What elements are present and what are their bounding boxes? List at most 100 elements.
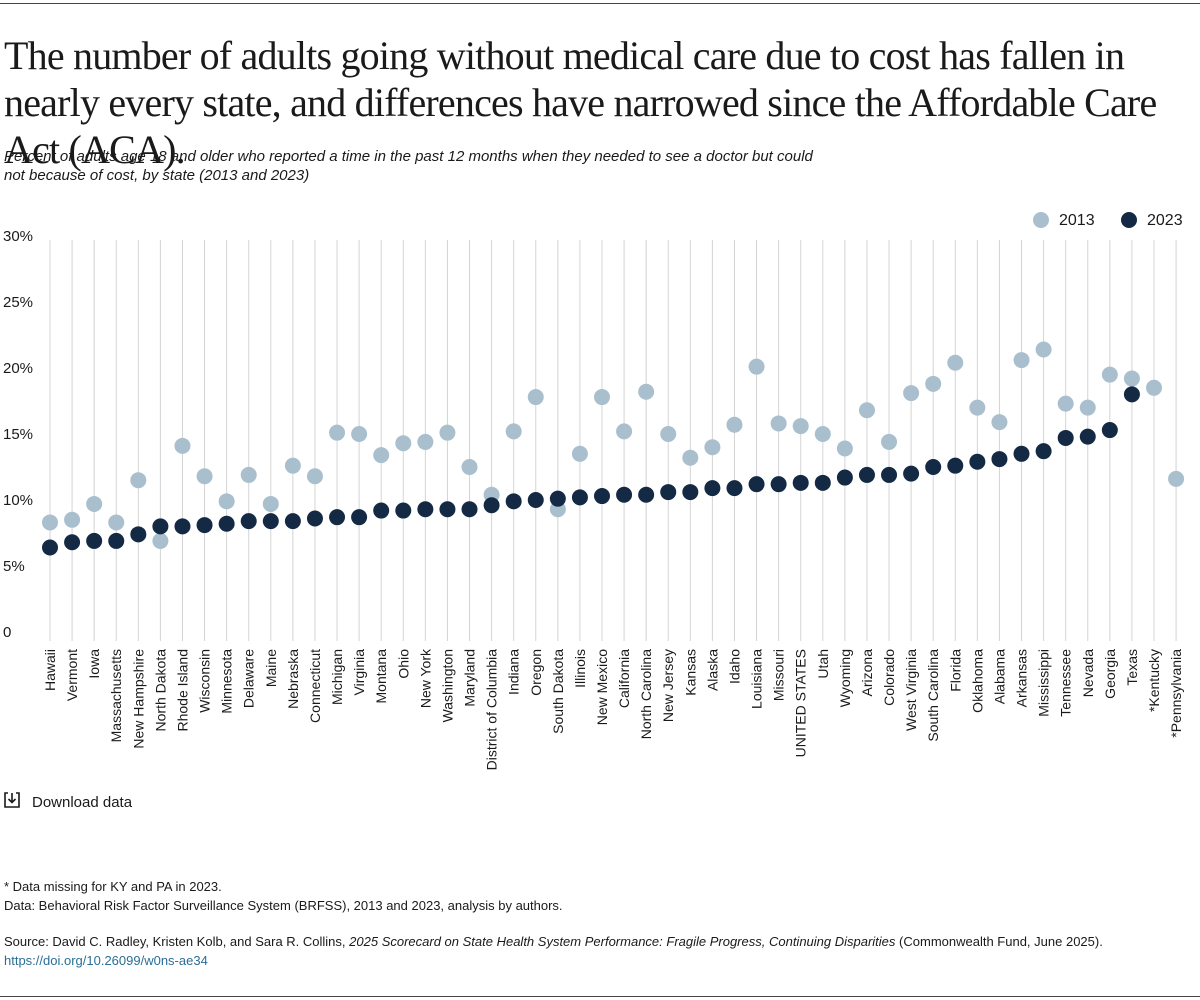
x-tick-label: Wyoming <box>837 649 853 707</box>
chart-title: The number of adults going without medic… <box>4 33 1157 172</box>
dot-2023: Georgia 2023: 15.3% <box>1101 422 1118 439</box>
dot-2023: Alabama 2023: 13.1% <box>991 451 1008 468</box>
y-tick-label: 10% <box>3 492 33 509</box>
dot-2023: New York 2023: 9.3% <box>417 501 434 518</box>
x-tick-label: Virginia <box>351 649 367 696</box>
dot-2013: Wyoming 2013: 13.9% <box>836 440 853 457</box>
dot-2023: West Virginia 2023: 12% <box>903 465 920 482</box>
dot-2013: Tennessee 2013: 17.3% <box>1057 395 1074 412</box>
dot-2013: Louisiana 2013: 20.1% <box>748 358 765 375</box>
dot-2023: North Carolina 2023: 10.4% <box>638 486 655 503</box>
dot-2023: Nebraska 2023: 8.4% <box>284 513 301 530</box>
legend-marker-2013 <box>1033 212 1049 228</box>
y-tick-label: 15% <box>3 426 33 443</box>
source-suffix: (Commonwealth Fund, June 2025). <box>899 934 1103 949</box>
legend: 2013 2023 <box>1033 212 1183 229</box>
x-tick-label: New York <box>417 648 433 708</box>
dot-2013: Vermont 2013: 8.5% <box>64 511 81 528</box>
dot-2013: Idaho 2013: 15.7% <box>726 416 743 433</box>
dot-2023: Vermont 2023: 6.8% <box>64 534 81 551</box>
dot-2023: Kansas 2023: 10.6% <box>682 484 699 501</box>
x-tick-label: Connecticut <box>307 649 323 723</box>
x-tick-label: Texas <box>1124 649 1140 686</box>
dot-2013: Arkansas 2013: 20.6% <box>1013 352 1030 369</box>
dot-2013: Iowa 2013: 9.7% <box>86 495 103 512</box>
dot-2013: Connecticut 2013: 11.8% <box>306 468 323 485</box>
download-icon <box>2 790 22 814</box>
dot-2013: Virginia 2013: 15% <box>351 426 368 442</box>
dot-2023: Mississippi 2023: 13.7% <box>1035 443 1052 460</box>
dot-2023: South Dakota 2023: 10.1% <box>549 490 566 507</box>
dot-2013: South Carolina 2013: 18.8% <box>925 375 942 392</box>
x-tick-label: South Carolina <box>925 649 941 742</box>
dot-2023: Tennessee 2023: 14.7% <box>1057 429 1074 446</box>
source-publication: 2025 Scorecard on State Health System Pe… <box>349 934 896 949</box>
dot-2013: Nebraska 2013: 12.6% <box>284 457 301 474</box>
x-tick-label: Idaho <box>726 649 742 684</box>
dot-2023: California 2023: 10.4% <box>616 486 633 503</box>
dot-2013: Oklahoma 2013: 17% <box>969 399 986 416</box>
legend-label-2023: 2023 <box>1147 212 1183 229</box>
dot-2013: Washington 2013: 15.1% <box>439 424 456 441</box>
dot-2023: Massachusetts 2023: 6.9% <box>108 532 125 549</box>
x-tick-label: Vermont <box>64 649 80 701</box>
x-tick-label: District of Columbia <box>484 649 500 771</box>
dot-2013: Maryland 2013: 12.5% <box>461 459 478 475</box>
dot-2013: UNITED STATES 2013: 15.6% <box>792 418 809 435</box>
dot-2013: Utah 2013: 15% <box>814 426 831 442</box>
dot-2013: Texas 2013: 19.2% <box>1123 370 1140 387</box>
x-tick-label: South Dakota <box>550 649 566 734</box>
x-tick-label: Colorado <box>881 649 897 706</box>
x-tick-label: Louisiana <box>749 649 765 709</box>
x-tick-label: Missouri <box>771 649 787 701</box>
dot-2023: Hawaii 2023: 6.4% <box>42 539 58 556</box>
dot-2013: Indiana 2013: 15.2% <box>505 423 522 440</box>
dot-2023: Illinois 2023: 10.2% <box>571 489 588 506</box>
dot-2023: Texas 2023: 18% <box>1123 386 1140 403</box>
x-tick-label: Georgia <box>1102 649 1118 699</box>
dot-2013: Mississippi 2013: 21.4% <box>1035 341 1052 358</box>
dot-2023: Utah 2023: 11.3% <box>814 474 831 491</box>
dot-2023: Rhode Island 2023: 8% <box>174 518 191 535</box>
doi-link[interactable]: https://doi.org/10.26099/w0ns-ae34 <box>4 953 208 968</box>
x-tick-label: Oklahoma <box>969 649 985 713</box>
x-tick-label: *Kentucky <box>1146 649 1162 712</box>
dot-2013: North Dakota 2013: 6.9% <box>152 532 169 549</box>
dot-2013: Florida 2013: 20.4% <box>947 354 964 371</box>
dot-2013: Montana 2013: 13.4% <box>373 447 390 464</box>
dot-2023: Connecticut 2023: 8.6% <box>306 510 323 527</box>
dot-2013: Maine 2013: 9.7% <box>262 495 279 512</box>
source-citation: Source: David C. Radley, Kristen Kolb, a… <box>4 932 1103 970</box>
x-tick-label: Rhode Island <box>174 649 190 732</box>
x-tick-label: Alaska <box>704 649 720 691</box>
dot-2013: West Virginia 2013: 18.1% <box>903 385 920 402</box>
dot-2023: Missouri 2023: 11.2% <box>770 476 787 493</box>
y-axis: 0 5% 10% 15% 20% 25% 30% <box>3 228 33 641</box>
dot-plot-chart: 0 5% 10% 15% 20% 25% 30% Hawaii Vermont Iowa Mass… <box>3 212 1185 771</box>
dot-2023: Minnesota 2023: 8.2% <box>218 515 235 532</box>
bottom-rule <box>0 996 1200 997</box>
dot-2023: Washington 2023: 9.3% <box>439 501 456 518</box>
x-tick-label: Washington <box>439 649 455 722</box>
dot-2013: New Hampshire 2013: 11.5% <box>130 472 147 489</box>
dot-2023: South Carolina 2023: 12.5% <box>925 459 942 475</box>
download-data-button[interactable]: Download data <box>2 790 132 814</box>
dot-2013: Arizona 2013: 16.8% <box>858 402 875 419</box>
dot-2023: New Hampshire 2023: 7.4% <box>130 526 147 543</box>
x-tick-label: Maine <box>263 649 279 687</box>
data-note: Data: Behavioral Risk Factor Surveillanc… <box>4 898 563 913</box>
dot-2023: Michigan 2023: 8.7% <box>329 509 346 526</box>
x-tick-label: Tennessee <box>1058 649 1074 717</box>
x-tick-label: North Carolina <box>638 649 654 739</box>
dot-2013: Alaska 2013: 14% <box>704 439 721 456</box>
dot-2023: New Jersey 2023: 10.6% <box>660 484 677 501</box>
x-tick-label: Alabama <box>991 649 1007 704</box>
download-label: Download data <box>32 793 133 811</box>
y-tick-label: 5% <box>3 558 25 575</box>
dot-2013: Missouri 2013: 15.8% <box>770 415 787 432</box>
x-tick-label: Delaware <box>241 649 257 708</box>
dot-2023: Delaware 2023: 8.4% <box>240 513 257 530</box>
dot-2023: Arkansas 2023: 13.5% <box>1013 445 1030 462</box>
x-tick-label: North Dakota <box>152 649 168 732</box>
x-tick-label: Hawaii <box>42 649 58 691</box>
